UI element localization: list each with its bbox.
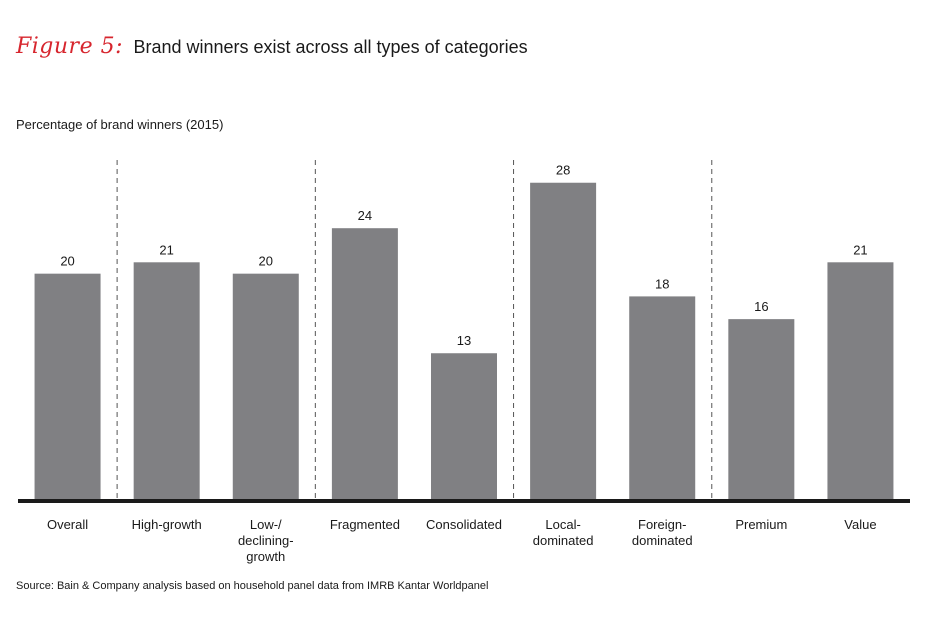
value-label-7: 18 xyxy=(655,276,669,291)
category-label-8: Premium xyxy=(735,517,787,532)
value-label-6: 28 xyxy=(556,163,570,178)
figure-title-row: Figure 5: Brand winners exist across all… xyxy=(16,34,528,64)
bar-8 xyxy=(728,319,795,501)
value-label-1: 20 xyxy=(60,254,74,269)
category-label-2: High-growth xyxy=(132,517,202,532)
bar-7 xyxy=(629,296,696,501)
category-label-9: Value xyxy=(844,517,876,532)
bar-3 xyxy=(232,273,299,501)
source-note: Source: Bain & Company analysis based on… xyxy=(16,580,489,592)
category-label-5: Consolidated xyxy=(426,517,502,532)
figure-label: Figure 5: xyxy=(16,34,123,59)
value-label-4: 24 xyxy=(358,208,372,223)
value-label-2: 21 xyxy=(159,242,173,257)
figure-title: Brand winners exist across all types of … xyxy=(133,37,528,57)
bar-5 xyxy=(431,353,497,501)
bar-1 xyxy=(34,273,101,501)
bar-2 xyxy=(133,262,200,501)
value-label-5: 13 xyxy=(457,333,471,348)
category-label-7: Foreign-dominated xyxy=(632,517,693,548)
category-label-4: Fragmented xyxy=(330,517,400,532)
category-label-1: Overall xyxy=(47,517,88,532)
category-label-3: Low-/declining-growth xyxy=(238,517,294,564)
bar-9 xyxy=(827,262,894,501)
bar-6 xyxy=(530,182,597,501)
value-label-9: 21 xyxy=(853,242,867,257)
value-label-3: 20 xyxy=(259,254,273,269)
y-axis-label: Percentage of brand winners (2015) xyxy=(16,117,224,132)
category-label-6: Local-dominated xyxy=(533,517,594,548)
value-label-8: 16 xyxy=(754,299,768,314)
bar-4 xyxy=(331,228,398,501)
